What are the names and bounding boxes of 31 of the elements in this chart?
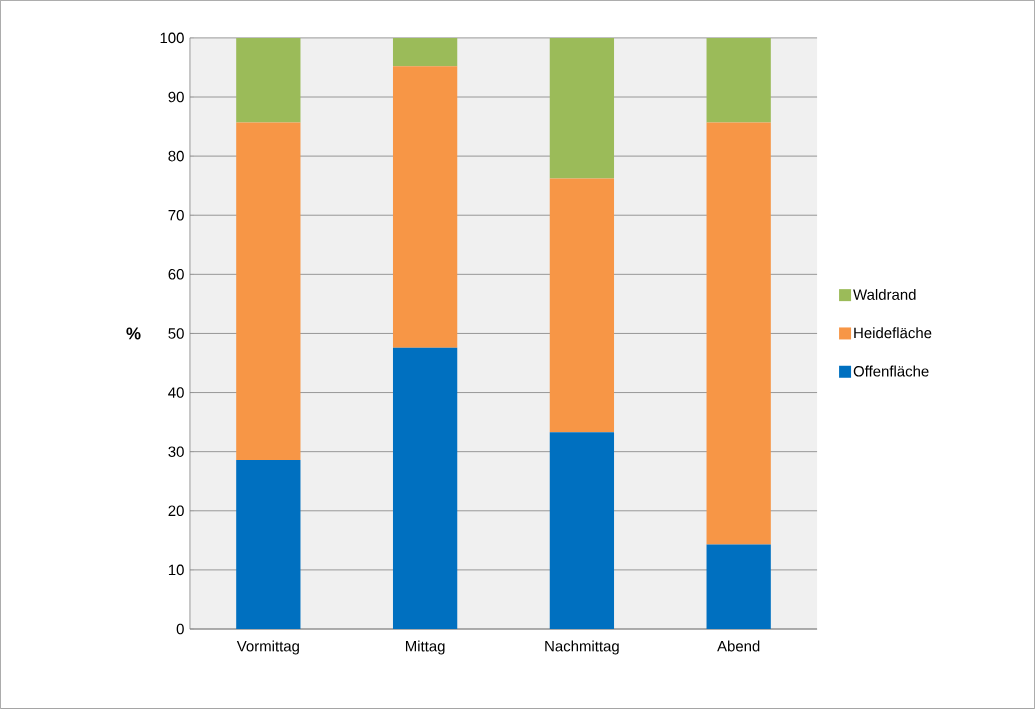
- y-tick-label: 60: [168, 269, 184, 280]
- bar: [706, 37, 771, 123]
- bar: [549, 37, 615, 179]
- bar: [549, 178, 615, 433]
- y-tick-label: 0: [176, 623, 184, 635]
- y-tick-label: 70: [168, 209, 184, 221]
- bar: [236, 459, 301, 630]
- bar: [392, 37, 458, 67]
- x-tick-label: Nachmittag: [545, 640, 619, 655]
- y-axis-title: %: [126, 327, 141, 340]
- y-tick-label: 10: [168, 564, 184, 576]
- legend-label: Waldrand: [853, 289, 916, 300]
- y-tick-label: 20: [168, 505, 184, 517]
- bar: [392, 66, 458, 348]
- bar: [549, 432, 615, 630]
- legend-label: Offenfläche: [853, 365, 929, 377]
- y-tick-label: 100: [160, 32, 184, 44]
- y-tick-label: 80: [168, 150, 184, 162]
- bar: [392, 347, 458, 630]
- y-tick-label: 30: [168, 446, 184, 457]
- legend-label: Heidefläche: [854, 327, 932, 339]
- y-tick-label: 50: [168, 328, 184, 339]
- y-tick-label: 40: [168, 387, 184, 398]
- bar: [706, 122, 771, 545]
- x-tick-label: Mittag: [405, 640, 445, 655]
- bar: [706, 544, 771, 630]
- bar: [236, 37, 301, 123]
- x-tick-label: Vormittag: [236, 640, 299, 655]
- bar: [236, 122, 301, 460]
- x-tick-label: Abend: [717, 640, 760, 652]
- y-tick-label: 90: [168, 91, 184, 103]
